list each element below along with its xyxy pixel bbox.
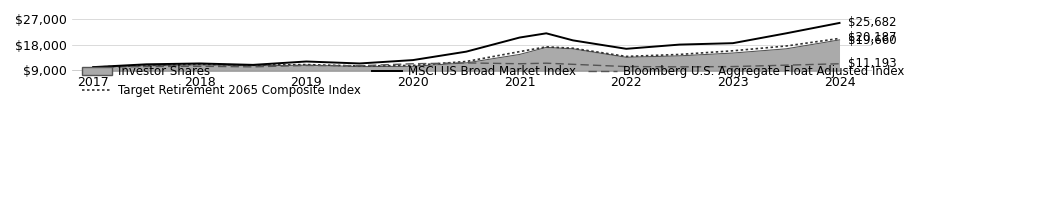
Text: $20,187: $20,187 — [848, 31, 896, 44]
Text: $19,660: $19,660 — [848, 34, 897, 47]
Legend: Investor Shares, Target Retirement 2065 Composite Index, MSCI US Broad Market In: Investor Shares, Target Retirement 2065 … — [78, 61, 910, 102]
Text: $25,682: $25,682 — [848, 17, 896, 29]
Text: $11,193: $11,193 — [848, 57, 897, 70]
